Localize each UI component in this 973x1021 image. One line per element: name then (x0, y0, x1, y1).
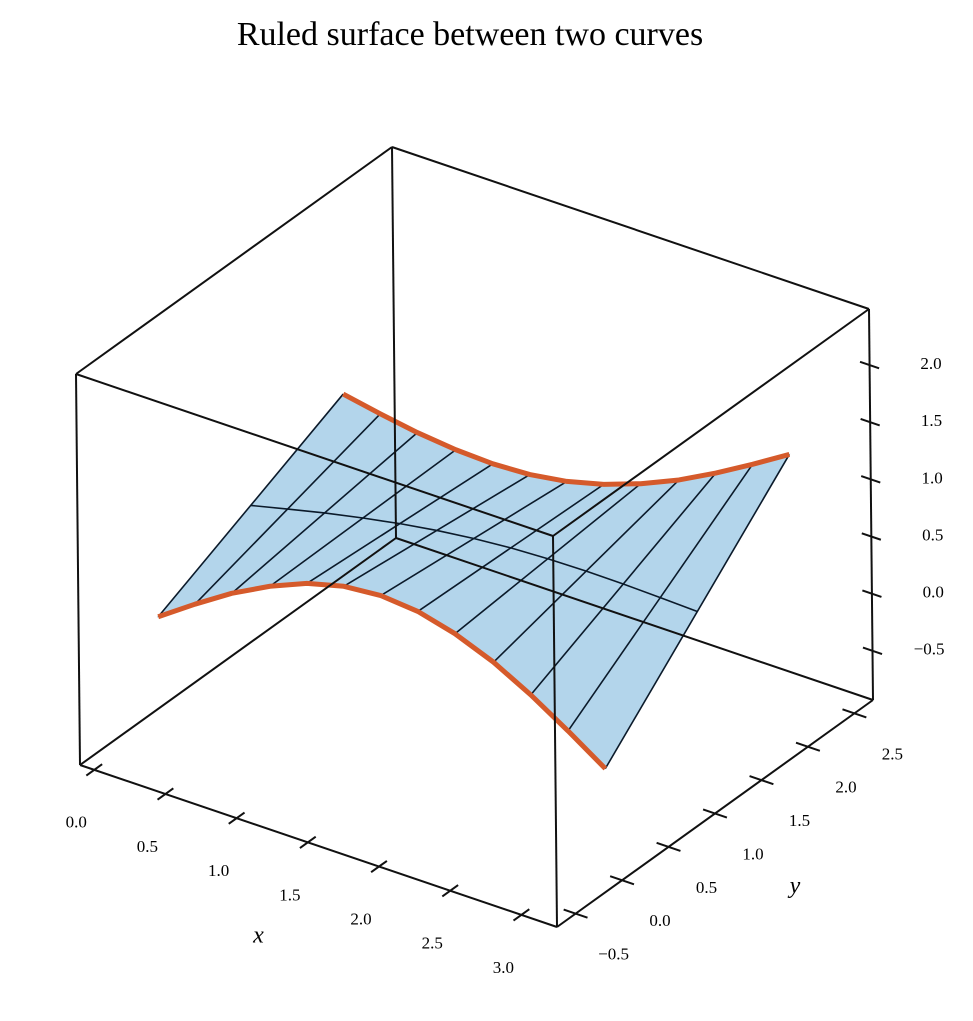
y-tick (749, 775, 774, 786)
box-edge (552, 308, 870, 537)
y-tick-label: 0.5 (696, 878, 717, 897)
y-tick (842, 708, 867, 719)
box-edge (552, 535, 558, 928)
z-tick (862, 589, 882, 598)
x-tick-label: 2.0 (350, 909, 371, 928)
z-tick (860, 475, 881, 484)
y-tick-label: 1.0 (742, 844, 763, 863)
box-edge (75, 146, 393, 375)
z-tick-label: 0.0 (923, 583, 944, 602)
x-tick (85, 763, 103, 777)
box-edge (395, 537, 874, 701)
surface (156, 393, 791, 770)
x-tick (299, 835, 317, 849)
x-tick-label: 1.0 (208, 861, 229, 880)
y-tick (563, 908, 588, 919)
x-axis-label: x (252, 923, 264, 949)
y-tick-label: 0.0 (649, 911, 670, 930)
box-edge (391, 146, 870, 310)
z-tick (859, 360, 880, 370)
y-tick-label: 1.5 (789, 811, 810, 830)
z-tick-label: 1.5 (921, 411, 942, 430)
x-tick (370, 860, 388, 874)
mid-line (250, 504, 698, 613)
x-tick (512, 908, 530, 922)
chart-title: Ruled surface between two curves (237, 16, 703, 53)
z-tick-label: 1.0 (921, 468, 942, 487)
boundary-curve (342, 391, 790, 487)
z-tick (862, 646, 883, 656)
y-axis-label: y (788, 873, 801, 899)
z-tick (861, 532, 882, 541)
box-edge (75, 373, 81, 766)
x-tick-label: 0.0 (66, 813, 87, 832)
box-edge (391, 146, 397, 539)
x-tick-label: 0.5 (137, 837, 158, 856)
ruling (157, 393, 344, 618)
z-tick-label: 0.5 (922, 525, 943, 544)
x-tick-label: 3.0 (493, 958, 514, 977)
y-tick (609, 875, 635, 886)
y-tick-label: 2.5 (882, 744, 903, 763)
box-edge (868, 308, 874, 701)
y-tick-label: −0.5 (598, 945, 629, 964)
z-tick-label: −0.5 (914, 640, 945, 659)
z-tick-label: 2.0 (920, 354, 941, 373)
boundary-curve (157, 580, 608, 771)
x-tick (441, 884, 459, 898)
y-tick-label: 2.0 (835, 778, 856, 797)
x-tick (156, 787, 174, 801)
box-edge (79, 537, 397, 766)
y-tick (656, 841, 681, 852)
x-tick (228, 811, 246, 825)
box-edge (75, 373, 554, 537)
y-tick (795, 741, 821, 752)
x-tick-label: 2.5 (422, 934, 443, 953)
x-tick-label: 1.5 (279, 885, 300, 904)
y-tick (702, 808, 728, 819)
z-tick (860, 417, 881, 427)
box-edge (79, 764, 558, 928)
